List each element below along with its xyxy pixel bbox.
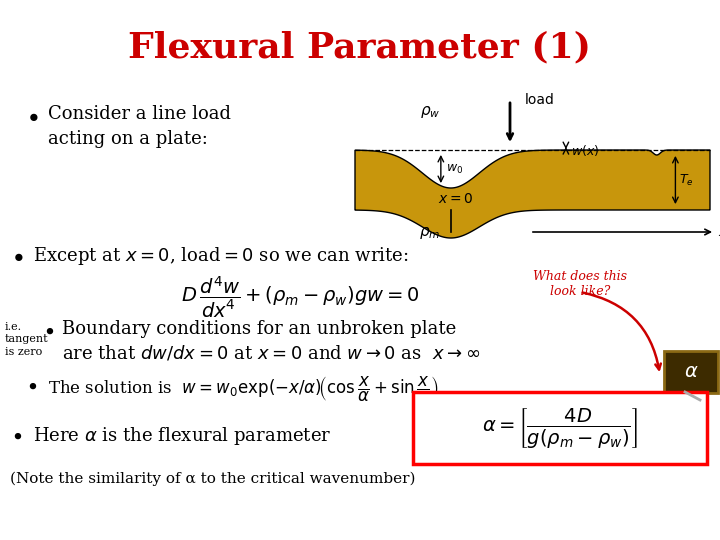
Text: i.e.
tangent
is zero: i.e. tangent is zero	[5, 322, 49, 357]
Text: $\bullet$: $\bullet$	[25, 375, 37, 397]
Text: $\bullet$: $\bullet$	[42, 320, 54, 342]
Text: Except at $x=0$, load$=0$ so we can write:: Except at $x=0$, load$=0$ so we can writ…	[33, 245, 408, 267]
FancyBboxPatch shape	[413, 392, 707, 464]
Text: $w_0$: $w_0$	[446, 163, 463, 176]
Text: acting on a plate:: acting on a plate:	[48, 130, 208, 148]
Text: Consider a line load: Consider a line load	[48, 105, 231, 123]
Text: are that $dw/dx=0$ at $x=0$ and $w \rightarrow 0$ as  $x \rightarrow \infty$: are that $dw/dx=0$ at $x=0$ and $w \righ…	[62, 344, 480, 363]
Text: $\bullet$: $\bullet$	[10, 245, 24, 268]
Text: $T_e$: $T_e$	[680, 172, 694, 187]
Text: $\alpha = \left[\dfrac{4D}{g(\rho_m-\rho_w)}\right]$: $\alpha = \left[\dfrac{4D}{g(\rho_m-\rho…	[482, 406, 638, 450]
Text: The solution is  $w = w_0 \exp(-x/\alpha)\!\left(\cos\dfrac{x}{\alpha}+\sin\dfra: The solution is $w = w_0 \exp(-x/\alpha)…	[48, 375, 438, 404]
FancyBboxPatch shape	[664, 351, 718, 393]
Text: Flexural Parameter (1): Flexural Parameter (1)	[128, 30, 592, 64]
Text: $x=0$: $x=0$	[438, 192, 474, 206]
Text: $\alpha$: $\alpha$	[684, 363, 698, 381]
Text: $\rho_m$: $\rho_m$	[419, 225, 441, 241]
Text: Here $\alpha$ is the flexural parameter: Here $\alpha$ is the flexural parameter	[33, 425, 331, 447]
Text: (Note the similarity of α to the critical wavenumber): (Note the similarity of α to the critica…	[10, 472, 415, 487]
Text: $x$: $x$	[718, 225, 720, 239]
Text: $w(x)$: $w(x)$	[571, 143, 599, 158]
Text: $\bullet$: $\bullet$	[10, 425, 22, 447]
Text: load: load	[525, 93, 555, 107]
Text: $\rho_w$: $\rho_w$	[420, 104, 440, 120]
Text: $D\,\dfrac{d^4w}{dx^4} + \left(\rho_m - \rho_w\right)gw = 0$: $D\,\dfrac{d^4w}{dx^4} + \left(\rho_m - …	[181, 275, 419, 320]
Text: What does this
look like?: What does this look like?	[533, 270, 627, 298]
Text: $\bullet$: $\bullet$	[25, 105, 38, 128]
Polygon shape	[355, 150, 710, 238]
Text: Boundary conditions for an unbroken plate: Boundary conditions for an unbroken plat…	[62, 320, 456, 338]
